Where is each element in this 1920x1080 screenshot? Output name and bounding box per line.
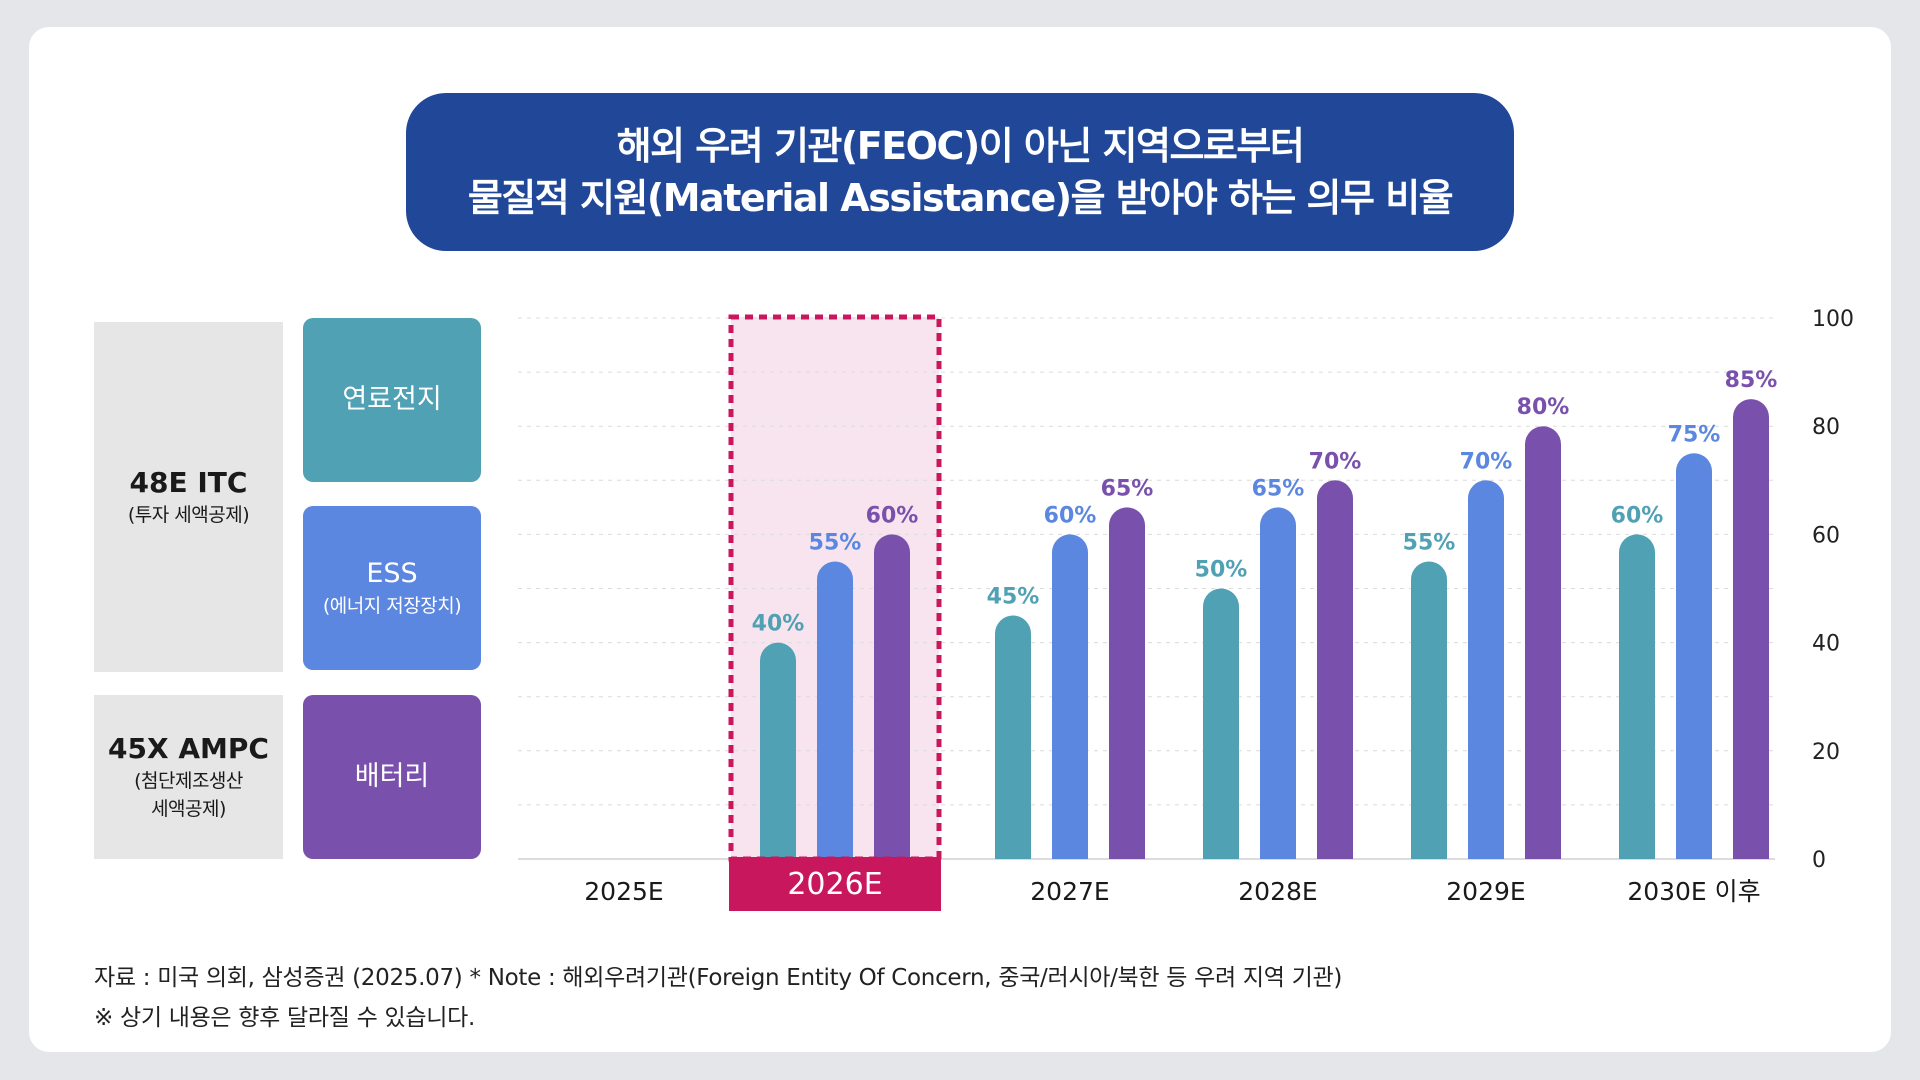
legend-battery: 배터리 bbox=[303, 695, 481, 859]
legend-fuel-cell-label: 연료전지 bbox=[342, 384, 442, 415]
credit-itc-name: 48E ITC bbox=[129, 466, 248, 499]
source-note: 자료 : 미국 의회, 삼성증권 (2025.07) * Note : 해외우려… bbox=[94, 965, 1342, 991]
credit-itc-desc: (투자 세액공제) bbox=[127, 504, 250, 526]
credit-itc-box: 48E ITC (투자 세액공제) bbox=[94, 322, 283, 672]
title-banner: 해외 우려 기관(FEOC)이 아닌 지역으로부터 물질적 지원(Materia… bbox=[406, 93, 1514, 251]
legend-ess-desc: (에너지 저장장치) bbox=[322, 595, 462, 617]
credit-ampc-desc-2: 세액공제) bbox=[151, 798, 226, 820]
title-line-2: 물질적 지원(Material Assistance)을 받아야 하는 의무 비… bbox=[467, 176, 1454, 220]
legend-ess: ESS (에너지 저장장치) bbox=[303, 506, 481, 670]
legend-battery-label: 배터리 bbox=[354, 761, 430, 792]
disclaimer-note: ※ 상기 내용은 향후 달라질 수 있습니다. bbox=[94, 1005, 475, 1031]
title-line-1: 해외 우려 기관(FEOC)이 아닌 지역으로부터 bbox=[616, 124, 1305, 168]
legend-fuel-cell: 연료전지 bbox=[303, 318, 481, 482]
legend-ess-label: ESS bbox=[366, 558, 418, 589]
credit-ampc-name: 45X AMPC bbox=[108, 732, 269, 765]
credit-ampc-desc-1: (첨단제조생산 bbox=[134, 770, 243, 792]
credit-ampc-box: 45X AMPC (첨단제조생산 세액공제) bbox=[94, 695, 283, 859]
